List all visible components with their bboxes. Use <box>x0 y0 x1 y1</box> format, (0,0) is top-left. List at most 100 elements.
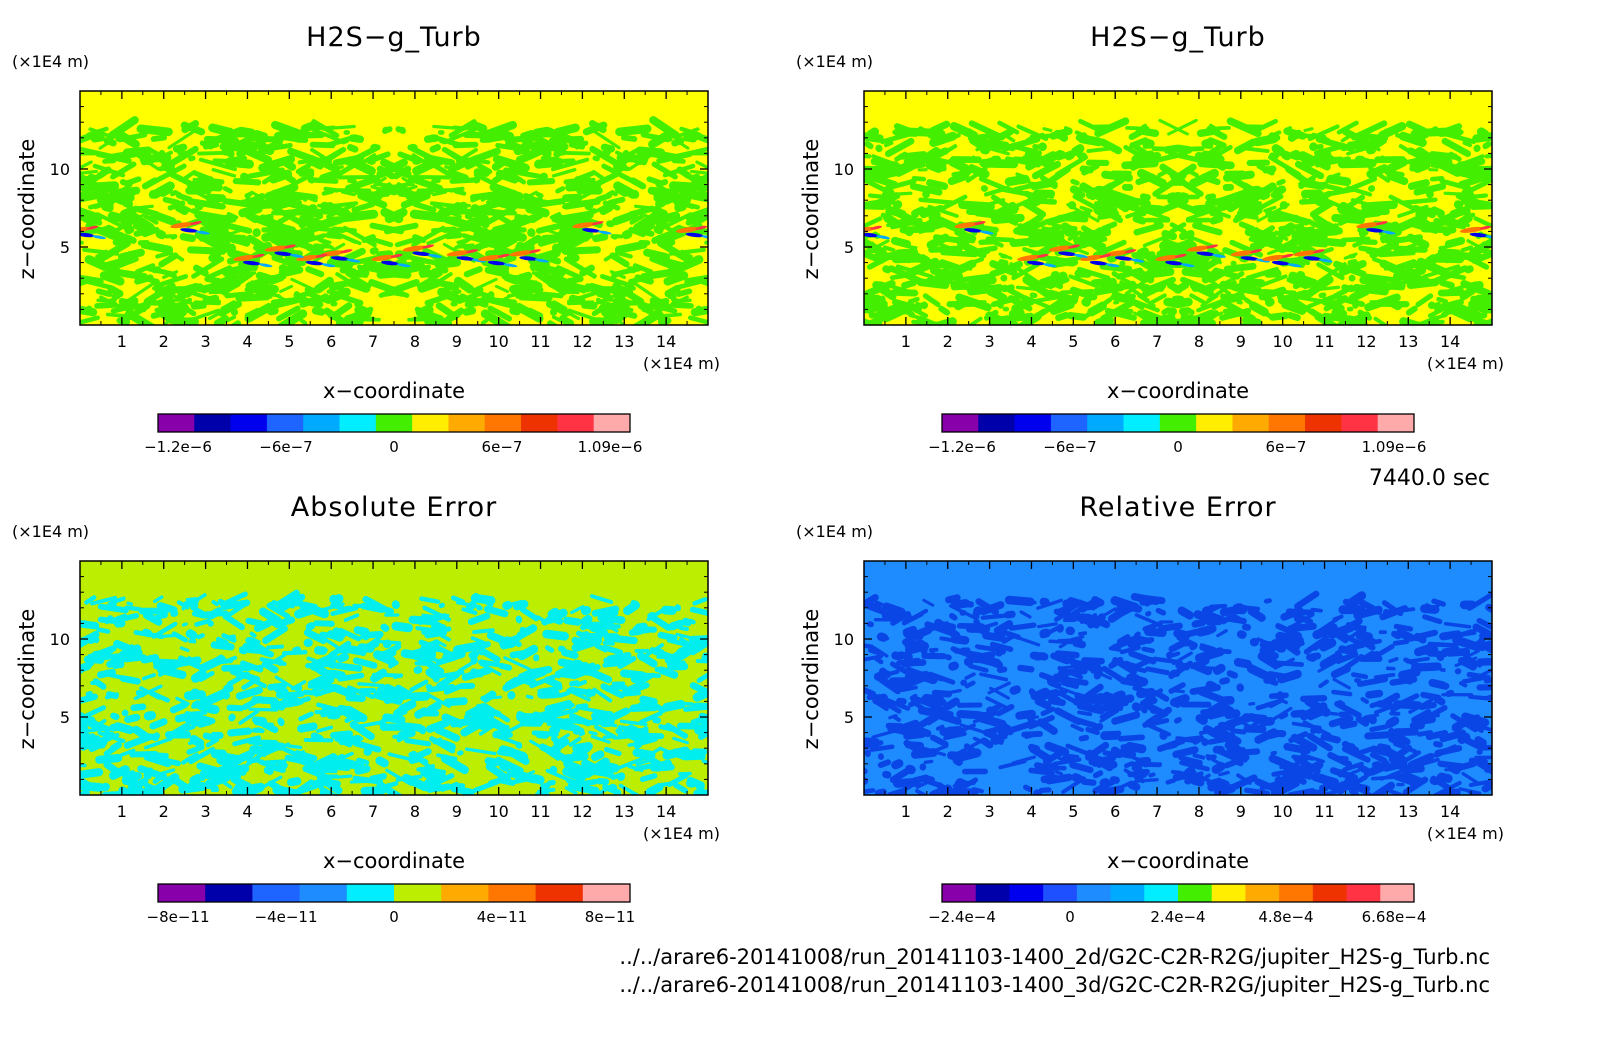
field-blob <box>1294 763 1311 775</box>
field-blob <box>1290 733 1318 752</box>
field-blob <box>423 134 440 143</box>
field-blob <box>121 709 129 717</box>
field-blob <box>424 629 448 639</box>
field-blob <box>1077 134 1104 147</box>
field-blob <box>1110 660 1118 668</box>
x-tick-label: 14 <box>1440 332 1460 351</box>
field-blob <box>426 227 463 246</box>
field-blob <box>685 208 708 226</box>
field-feature <box>864 226 875 233</box>
x-tick-label: 8 <box>1194 802 1204 821</box>
field-feature <box>591 221 604 225</box>
field-blob <box>1054 689 1076 704</box>
field-blob <box>956 622 985 630</box>
field-blob <box>1210 144 1233 160</box>
field-blob <box>355 720 385 729</box>
field-blob <box>1185 168 1199 178</box>
field-blob <box>1021 200 1047 218</box>
field-blob <box>1273 185 1287 196</box>
field-blob <box>1352 300 1360 309</box>
y-axis-unit: (×1E4 m) <box>12 522 89 541</box>
field-blob <box>476 228 500 241</box>
x-tick-label: 2 <box>159 332 169 351</box>
field-blob <box>221 664 253 672</box>
field-blob <box>1437 772 1453 783</box>
field-blob <box>250 190 261 198</box>
field-blob <box>629 311 661 325</box>
field-blob <box>1085 159 1110 167</box>
field-blob <box>1171 651 1181 658</box>
field-blob <box>348 134 365 143</box>
field-blob <box>470 668 484 678</box>
field-blob <box>1431 705 1448 717</box>
field-feature <box>422 244 435 249</box>
field-blob <box>877 753 884 760</box>
field-blob <box>687 143 708 156</box>
field-blob <box>1459 681 1468 688</box>
field-blob <box>276 593 306 613</box>
field-blob <box>1326 292 1342 301</box>
field-blob <box>255 271 272 282</box>
field-blob <box>1172 248 1205 265</box>
field-blob <box>1339 142 1348 152</box>
field-blob <box>375 756 389 768</box>
field-blob <box>656 185 680 204</box>
field-blob <box>1318 679 1329 689</box>
field-blob <box>1022 275 1055 300</box>
field-blob <box>1044 219 1056 226</box>
field-blob <box>991 213 1025 224</box>
field-blob <box>245 617 265 627</box>
field-blob <box>207 620 214 627</box>
field-blob <box>864 165 892 176</box>
field-blob <box>354 187 383 201</box>
field-blob <box>293 286 324 300</box>
field-blob <box>394 236 419 248</box>
field-blob <box>143 711 157 721</box>
field-blob <box>867 647 881 656</box>
field-blob <box>1038 672 1059 684</box>
field-blob <box>1041 688 1059 697</box>
colorbar-label: 0 <box>1173 438 1183 456</box>
field-blob <box>589 282 625 297</box>
field-blob <box>456 600 482 609</box>
field-blob <box>1023 784 1033 792</box>
field-blob <box>213 315 229 325</box>
field-blob <box>1292 278 1310 290</box>
field-feature <box>305 260 324 266</box>
field-blob <box>398 699 417 713</box>
field-blob <box>482 717 508 733</box>
field-blob <box>412 201 437 213</box>
field-blob <box>1155 607 1167 616</box>
field-blob <box>1346 306 1354 312</box>
field-blob <box>1485 603 1492 613</box>
field-blob <box>1431 598 1446 607</box>
field-blob <box>84 279 114 290</box>
field-feature <box>1381 230 1396 235</box>
field-feature <box>1155 254 1180 261</box>
field-blob <box>273 309 308 325</box>
x-tick-label: 14 <box>1440 802 1460 821</box>
field-blob <box>282 230 311 250</box>
field-blob <box>956 710 983 720</box>
field-blob <box>1263 205 1277 213</box>
field-blob <box>541 227 568 239</box>
field-blob <box>998 259 1009 266</box>
field-feature <box>180 228 199 233</box>
field-blob <box>473 206 505 215</box>
field-blob <box>226 671 250 687</box>
colorbar-swatch <box>1159 414 1197 432</box>
field-blob <box>383 268 412 279</box>
field-blob <box>676 722 699 730</box>
field-blob <box>169 701 189 714</box>
field-blob <box>680 249 693 259</box>
field-blob <box>1024 150 1056 170</box>
field-blob <box>143 770 153 780</box>
field-blob <box>546 721 558 726</box>
field-blob <box>1113 781 1131 792</box>
field-blob <box>549 726 561 734</box>
field-blob <box>222 186 233 194</box>
field-blob <box>344 705 368 723</box>
field-blob <box>1388 727 1411 746</box>
